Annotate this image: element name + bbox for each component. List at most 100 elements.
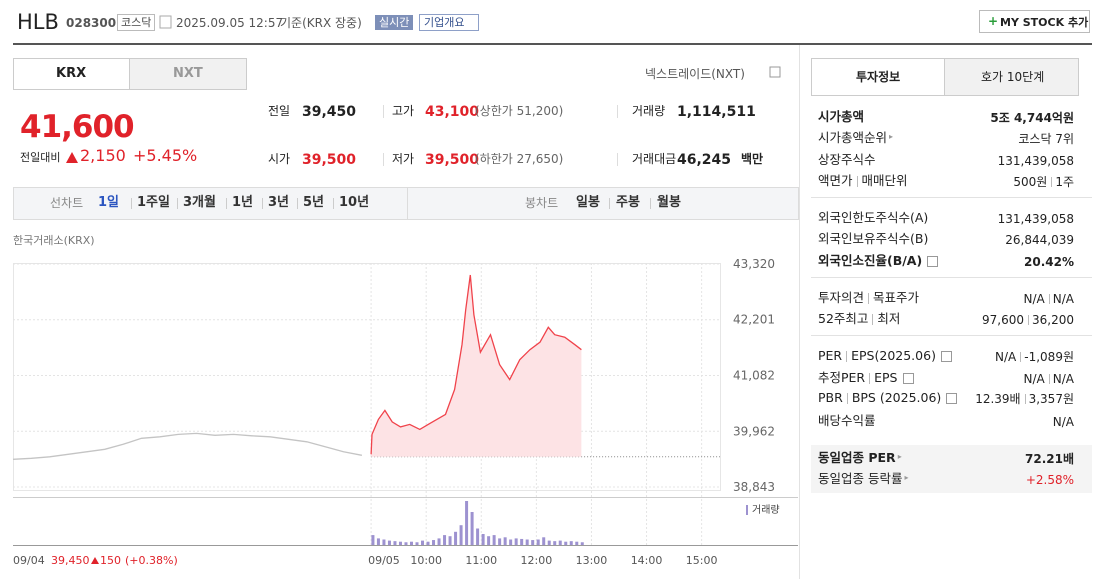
stat-value: 1,114,511	[677, 104, 756, 120]
legend-label: 거래량	[752, 505, 780, 516]
period-option[interactable]: 일봉	[576, 195, 600, 210]
info-label: 투자의견	[818, 290, 865, 305]
stat-value: 39,500	[425, 152, 480, 168]
tab-label[interactable]: KRX	[56, 66, 87, 81]
info-label: 배당수익률	[818, 413, 876, 428]
info-label: 외국인보유주식수(B)	[818, 231, 929, 246]
prev-change: 150	[100, 554, 121, 567]
volume-bar	[498, 538, 502, 545]
realtime-badge: 실시간	[375, 15, 414, 30]
period-option[interactable]: 1년	[232, 195, 254, 210]
volume-bar	[564, 541, 568, 545]
info-label: 외국인소진율(B/A)	[818, 253, 923, 268]
change-label: 전일대비	[20, 151, 61, 164]
info-label: EPS	[874, 370, 898, 385]
area	[371, 275, 582, 457]
help-icon[interactable]	[940, 351, 952, 362]
y-tick-label: 42,201	[733, 313, 775, 327]
plus-icon: +	[988, 14, 999, 28]
info-value: 500원	[1013, 175, 1048, 189]
tab-krx[interactable]	[13, 58, 130, 90]
info-tab[interactable]	[944, 58, 1079, 96]
info-value: 131,439,058	[997, 212, 1074, 226]
help-icon[interactable]	[902, 373, 914, 384]
timestamp: 2025.09.05 12:57	[176, 16, 284, 30]
info-tab-label[interactable]: 투자정보	[856, 70, 901, 84]
volume-bar	[459, 525, 463, 545]
label-divider	[869, 373, 871, 384]
help-icon[interactable]	[946, 393, 958, 404]
info-label: 목표주가	[873, 290, 920, 305]
section-divider	[811, 335, 1092, 336]
value-divider	[1020, 352, 1022, 362]
info-value: 12.39배	[975, 392, 1021, 406]
help-icon[interactable]	[769, 66, 781, 78]
label-divider	[872, 314, 874, 325]
volume-bar	[421, 540, 425, 545]
info-tab-label[interactable]: 호가 10단계	[981, 70, 1045, 84]
period-divider	[609, 198, 610, 209]
stock-code: 028300	[66, 16, 117, 30]
period-option[interactable]: 주봉	[616, 195, 640, 210]
help-icon[interactable]	[927, 256, 939, 267]
volume-bar	[443, 535, 447, 545]
volume-bar	[465, 501, 469, 545]
my-stock-button[interactable]: MY STOCK 추가	[979, 10, 1090, 33]
volume-bar	[553, 541, 557, 545]
timestamp-basis: 기준(KRX 장중)	[280, 16, 362, 30]
tab-nxt[interactable]	[129, 58, 247, 90]
info-value: 20.42%	[1024, 255, 1074, 269]
overview-dropdown[interactable]: 기업개요	[419, 14, 480, 31]
x-tick-label: 14:00	[631, 554, 663, 567]
period-option[interactable]: 1일	[98, 195, 120, 210]
info-value: 72.21배	[1025, 452, 1074, 466]
label-divider	[846, 351, 848, 362]
period-bar	[13, 187, 799, 220]
volume-bar	[481, 534, 485, 545]
stock-name: HLB	[17, 10, 59, 34]
info-value: N/A	[1023, 292, 1045, 306]
y-tick-label: 39,962	[733, 424, 775, 438]
info-label: 시가총액순위	[818, 130, 888, 145]
info-value: +2.58%	[1025, 473, 1074, 487]
prev-close: 39,450	[51, 554, 90, 567]
price-change: 2,150	[80, 146, 126, 165]
volume-bar	[514, 538, 518, 545]
info-label: 상장주식수	[818, 152, 876, 167]
stat-label: 거래량	[632, 104, 666, 118]
info-value: N/A	[1052, 372, 1074, 386]
info-value: 97,600	[982, 313, 1024, 327]
volume-bar	[470, 512, 474, 545]
volume-bar	[398, 541, 402, 545]
volume-bar	[575, 541, 579, 545]
label-divider	[856, 176, 858, 187]
info-value: 1주	[1055, 175, 1074, 189]
stat-value: 39,450	[302, 104, 357, 120]
stat-divider	[383, 153, 384, 166]
volume-bar	[542, 537, 546, 545]
stat-label: 고가	[392, 104, 415, 118]
nxt-link[interactable]: 넥스트레이드(NXT)	[645, 67, 745, 81]
y-tick-label: 41,082	[733, 368, 775, 382]
period-option[interactable]: 3개월	[183, 195, 216, 210]
tab-label[interactable]: NXT	[173, 66, 203, 81]
volume-bar	[393, 541, 397, 545]
info-value: N/A	[1052, 415, 1074, 429]
x-tick-label: 09/05	[368, 554, 400, 567]
value-divider	[1028, 315, 1029, 325]
value-divider	[1048, 374, 1050, 384]
period-option[interactable]: 10년	[339, 195, 370, 210]
volume-bar	[520, 538, 524, 545]
volume-bar	[454, 531, 458, 545]
period-option[interactable]: 3년	[268, 195, 290, 210]
more-arrow: ▸	[889, 132, 894, 141]
x-tick-label: 09/04	[13, 554, 45, 567]
period-option[interactable]: 1주일	[137, 195, 170, 210]
stat-label: 시가	[268, 152, 291, 166]
period-option[interactable]: 월봉	[657, 195, 681, 210]
period-option[interactable]: 5년	[303, 195, 325, 210]
info-label: PBR	[818, 390, 843, 405]
info-label: BPS (2025.06)	[851, 390, 942, 405]
volume-bar	[476, 528, 480, 545]
volume-bar	[558, 540, 562, 545]
